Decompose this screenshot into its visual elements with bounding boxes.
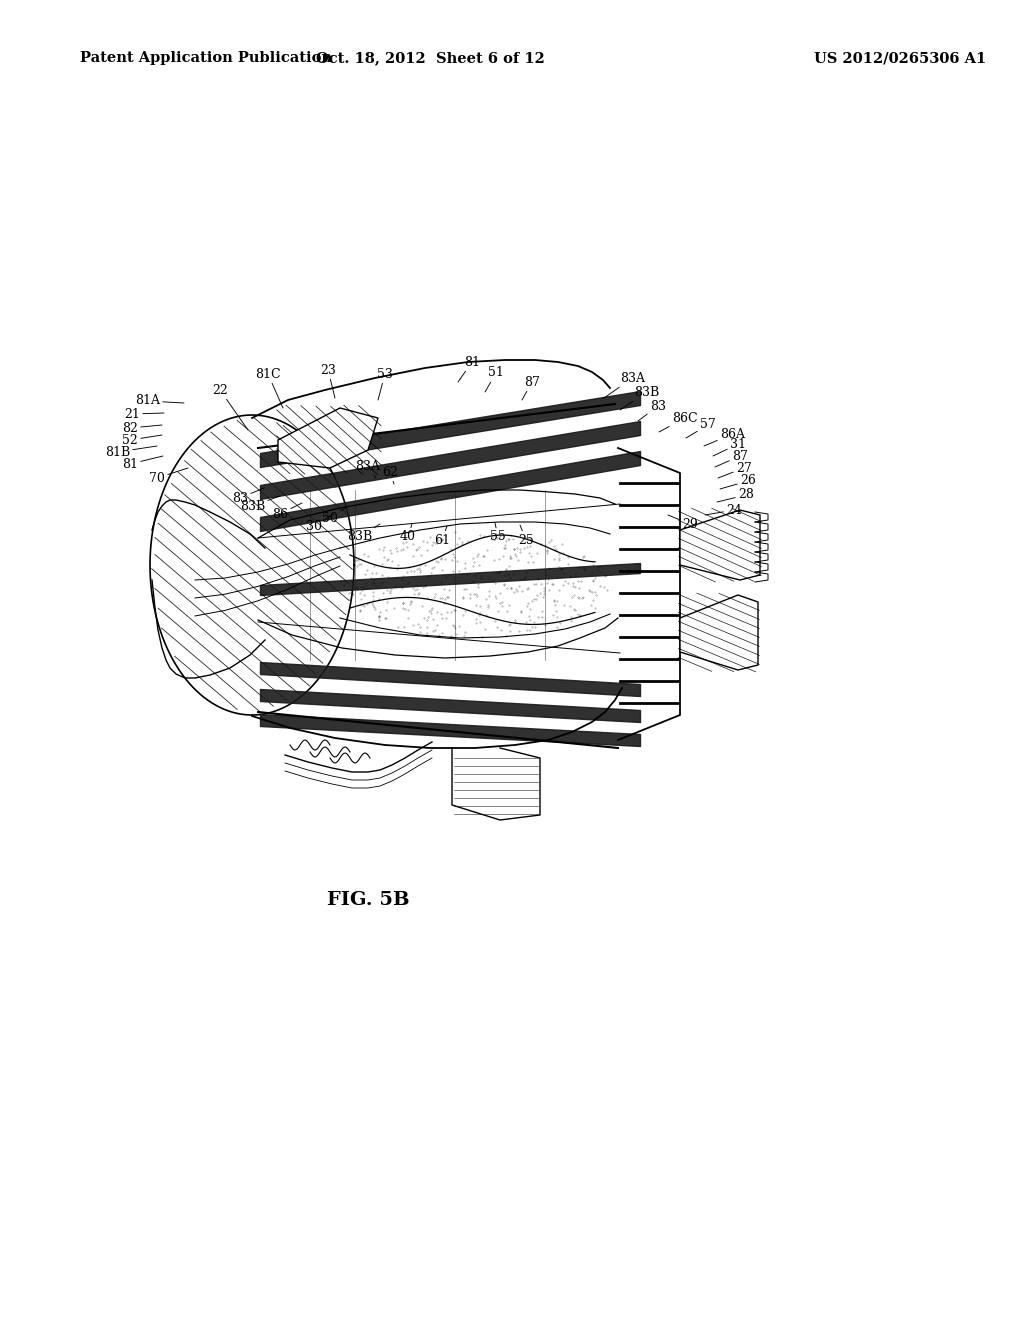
Text: 83B: 83B <box>240 496 280 512</box>
Text: US 2012/0265306 A1: US 2012/0265306 A1 <box>814 51 986 65</box>
Text: 55: 55 <box>490 523 506 544</box>
Text: 23: 23 <box>321 363 336 399</box>
Text: 83A: 83A <box>355 459 380 478</box>
Text: 83A: 83A <box>604 371 645 399</box>
Text: 28: 28 <box>717 488 754 502</box>
Polygon shape <box>680 595 758 671</box>
Text: 83: 83 <box>638 400 666 421</box>
Text: 51: 51 <box>485 367 504 392</box>
Text: 81: 81 <box>122 455 163 470</box>
Text: 81: 81 <box>458 355 480 381</box>
Text: 61: 61 <box>434 525 450 546</box>
Text: 81B: 81B <box>104 446 157 458</box>
Text: 83B: 83B <box>347 524 380 544</box>
Text: 31: 31 <box>713 437 746 455</box>
Text: 82: 82 <box>122 421 162 434</box>
Text: 22: 22 <box>212 384 248 430</box>
Polygon shape <box>680 510 760 579</box>
Text: 26: 26 <box>720 474 756 488</box>
Text: 30: 30 <box>306 513 334 532</box>
Polygon shape <box>278 408 378 469</box>
Text: 83B: 83B <box>620 385 659 411</box>
Text: 86C: 86C <box>659 412 697 432</box>
Text: 86: 86 <box>272 503 302 520</box>
Text: 81A: 81A <box>135 395 184 408</box>
Text: 52: 52 <box>122 433 162 446</box>
Text: 24: 24 <box>705 503 741 516</box>
Text: 21: 21 <box>124 408 164 421</box>
Text: 62: 62 <box>382 466 398 484</box>
Text: 40: 40 <box>400 524 416 544</box>
Text: 81C: 81C <box>255 367 283 408</box>
Text: 50: 50 <box>323 506 348 524</box>
Text: 27: 27 <box>718 462 752 478</box>
Text: 87: 87 <box>715 450 748 467</box>
Text: 57: 57 <box>686 418 716 438</box>
Text: Oct. 18, 2012  Sheet 6 of 12: Oct. 18, 2012 Sheet 6 of 12 <box>315 51 545 65</box>
Text: 83: 83 <box>232 488 264 504</box>
Text: 70: 70 <box>150 469 188 484</box>
Text: Patent Application Publication: Patent Application Publication <box>80 51 332 65</box>
Text: FIG. 5B: FIG. 5B <box>328 891 410 909</box>
Text: 25: 25 <box>518 525 534 546</box>
Text: 53: 53 <box>377 367 393 400</box>
Text: 86A: 86A <box>705 428 745 446</box>
Text: 29: 29 <box>668 515 697 531</box>
Text: 87: 87 <box>522 375 540 400</box>
